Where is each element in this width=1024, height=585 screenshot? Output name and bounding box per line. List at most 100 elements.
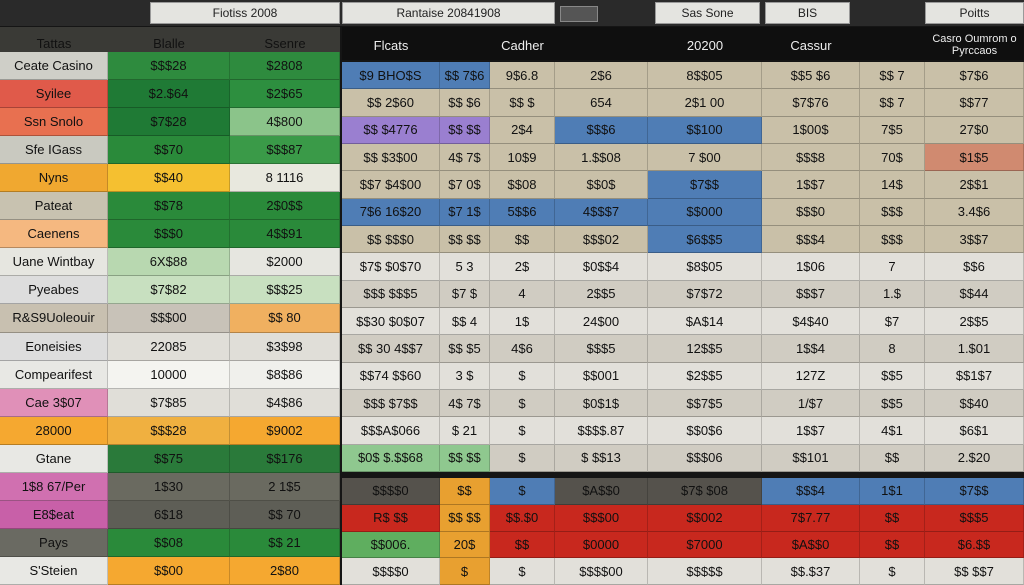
row-label: Cae 3$07 bbox=[0, 388, 108, 417]
cell: 3 $ bbox=[440, 362, 490, 390]
cell: $7$72 bbox=[648, 280, 762, 308]
cell: $A$14 bbox=[648, 308, 762, 336]
cell: $$0$6 bbox=[648, 417, 762, 445]
left-header-bg bbox=[0, 27, 340, 53]
cell: $$75 bbox=[108, 444, 230, 473]
tab: Poitts bbox=[925, 2, 1024, 24]
cell: $$$8 bbox=[762, 144, 860, 172]
row-label: Syilee bbox=[0, 80, 108, 109]
row-label: Gtane bbox=[0, 444, 108, 473]
cell: $2.$64 bbox=[108, 80, 230, 109]
cell: $$ bbox=[860, 504, 925, 532]
cell: 2 1$5 bbox=[230, 472, 340, 501]
cell: $7$28 bbox=[108, 108, 230, 137]
cell: 6X$88 bbox=[108, 248, 230, 277]
cell: $$$0 bbox=[762, 198, 860, 226]
cell: $$$06 bbox=[648, 444, 762, 472]
cell: $6$1 bbox=[925, 417, 1024, 445]
cell: 4$$91 bbox=[230, 220, 340, 249]
cell: $$.$37 bbox=[762, 558, 860, 585]
cell: $$ $$$0 bbox=[342, 226, 440, 254]
cell: 1$06 bbox=[762, 253, 860, 281]
cell: $$$28 bbox=[108, 416, 230, 445]
cell: $$ 4 bbox=[440, 308, 490, 336]
column-header: Blalle bbox=[153, 35, 185, 51]
cell: $$ 7 bbox=[860, 89, 925, 117]
cell: 5 3 bbox=[440, 253, 490, 281]
cell: $0$ $.$$68 bbox=[342, 444, 440, 472]
cell: 654 bbox=[555, 89, 648, 117]
cell: $$ 7 bbox=[860, 62, 925, 90]
cell: $$ 7$6 bbox=[440, 62, 490, 90]
cell: $$000 bbox=[648, 198, 762, 226]
cell: $2$65 bbox=[230, 80, 340, 109]
cell: $4$40 bbox=[762, 308, 860, 336]
tab: Fiotiss 2008 bbox=[150, 2, 340, 24]
cell: 2$0$$ bbox=[230, 192, 340, 221]
cell: $$$5 bbox=[925, 504, 1024, 532]
cell: $2$$5 bbox=[648, 362, 762, 390]
right-header-bg bbox=[342, 27, 1024, 60]
cell: $$40 bbox=[108, 164, 230, 193]
column-header: Tattas bbox=[36, 35, 72, 51]
cell: $9002 bbox=[230, 416, 340, 445]
cell: 2$80 bbox=[230, 556, 340, 585]
cell: 1$$4 bbox=[762, 335, 860, 363]
cell: 4$1 bbox=[860, 417, 925, 445]
cell: $7$ $0$70 bbox=[342, 253, 440, 281]
cell: $ bbox=[490, 390, 555, 418]
cell: $$$0 bbox=[108, 220, 230, 249]
cell: $$ $$ bbox=[440, 116, 490, 144]
cell: $ bbox=[440, 558, 490, 585]
column-header: Flcats bbox=[373, 37, 409, 53]
cell: $8$05 bbox=[648, 253, 762, 281]
cell: $$ $3$00 bbox=[342, 144, 440, 172]
cell: 5$$6 bbox=[490, 198, 555, 226]
cell: 2$$5 bbox=[555, 280, 648, 308]
cell: $$5 bbox=[860, 390, 925, 418]
cell: $$7$5 bbox=[648, 390, 762, 418]
cell: $$00 bbox=[108, 556, 230, 585]
cell: $ $$13 bbox=[555, 444, 648, 472]
cell: $0000 bbox=[555, 531, 648, 559]
cell: $A$$0 bbox=[555, 478, 648, 505]
cell: $$$$0 bbox=[342, 478, 440, 505]
cell: $ bbox=[490, 478, 555, 505]
tab: Rantaise 20841908 bbox=[342, 2, 555, 24]
cell: $ bbox=[490, 362, 555, 390]
cell: 8$$05 bbox=[648, 62, 762, 90]
cell: 1$$7 bbox=[762, 171, 860, 199]
cell: $$101 bbox=[762, 444, 860, 472]
cell: $$$A$066 bbox=[342, 417, 440, 445]
cell: $ bbox=[490, 444, 555, 472]
cell: $$$ bbox=[860, 226, 925, 254]
cell: 8 1116 bbox=[230, 164, 340, 193]
row-label: Caenens bbox=[0, 220, 108, 249]
cell: 4 bbox=[490, 280, 555, 308]
cell: $$74 $$60 bbox=[342, 362, 440, 390]
cell: 3$$7 bbox=[925, 226, 1024, 254]
cell: $7$82 bbox=[108, 276, 230, 305]
cell: $3$98 bbox=[230, 332, 340, 361]
cell: $$30 $0$07 bbox=[342, 308, 440, 336]
cell: $$44 bbox=[925, 280, 1024, 308]
cell: 2$6 bbox=[555, 62, 648, 90]
cell: $$ 30 4$$7 bbox=[342, 335, 440, 363]
cell: R$ $$ bbox=[342, 504, 440, 532]
tab: Sas Sone bbox=[655, 2, 760, 24]
cell: $$$4 bbox=[762, 226, 860, 254]
cell: $$77 bbox=[925, 89, 1024, 117]
cell: $$001 bbox=[555, 362, 648, 390]
cell: $2808 bbox=[230, 52, 340, 81]
row-label: Ceate Casino bbox=[0, 52, 108, 81]
cell: 20$ bbox=[440, 531, 490, 559]
cell: 70$ bbox=[860, 144, 925, 172]
tab-icon bbox=[560, 6, 598, 22]
cell: 7$7.77 bbox=[762, 504, 860, 532]
cell: 4$ 7$ bbox=[440, 390, 490, 418]
cell: $$006. bbox=[342, 531, 440, 559]
cell: $1$5 bbox=[925, 144, 1024, 172]
cell: $$$87 bbox=[230, 136, 340, 165]
cell: $6$$5 bbox=[648, 226, 762, 254]
cell: 12$$5 bbox=[648, 335, 762, 363]
